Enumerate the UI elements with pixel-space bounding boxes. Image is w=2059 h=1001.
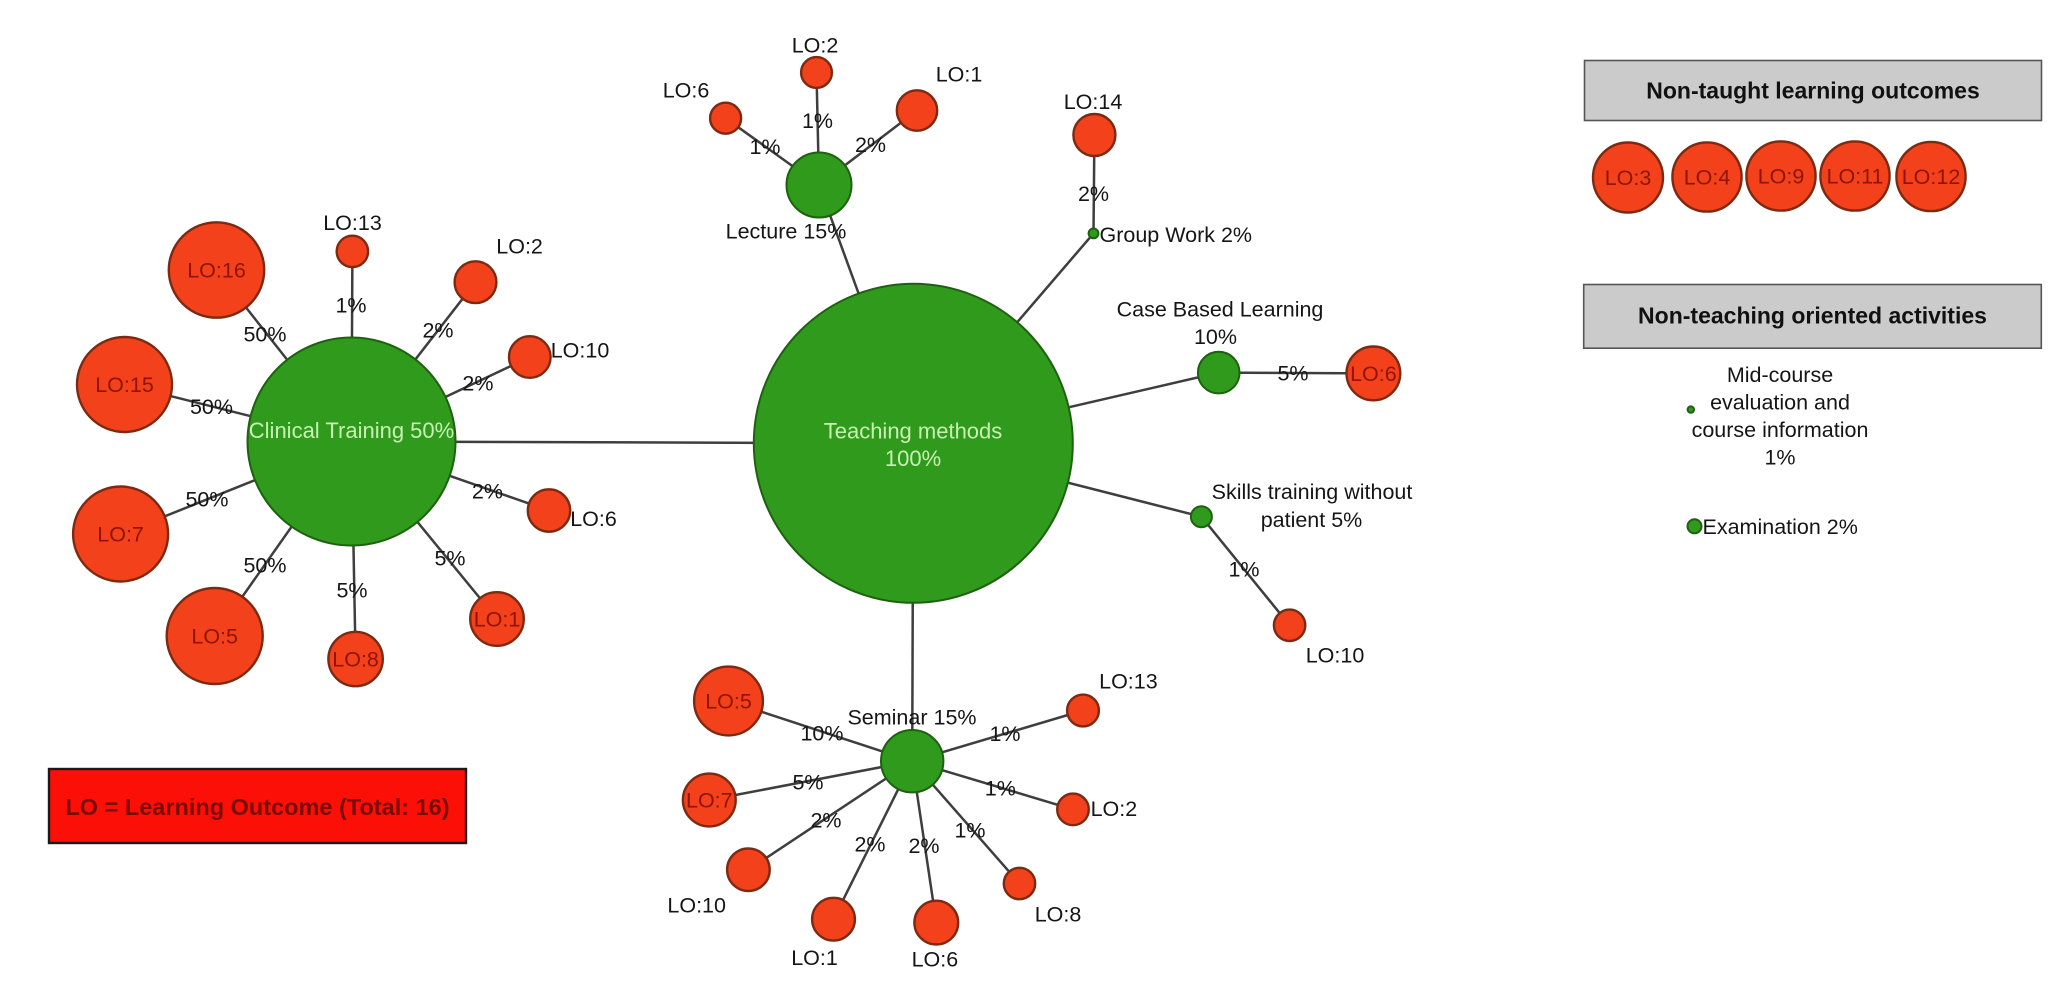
svg-text:2%: 2% <box>422 319 453 343</box>
svg-text:LO:11: LO:11 <box>1827 165 1884 189</box>
svg-text:5%: 5% <box>792 771 823 795</box>
svg-text:LO:2: LO:2 <box>1091 797 1138 821</box>
svg-text:LO:10: LO:10 <box>1306 644 1365 668</box>
svg-text:course information: course information <box>1692 418 1869 442</box>
svg-text:Non-taught learning outcomes: Non-taught learning outcomes <box>1646 78 1980 104</box>
svg-text:LO:13: LO:13 <box>323 211 382 235</box>
svg-text:1%: 1% <box>1764 446 1795 470</box>
svg-text:1%: 1% <box>749 135 780 159</box>
svg-text:LO:10: LO:10 <box>667 893 726 917</box>
svg-text:2%: 2% <box>810 809 841 833</box>
svg-text:2%: 2% <box>462 371 493 395</box>
svg-text:Group Work 2%: Group Work 2% <box>1100 223 1253 247</box>
svg-text:2%: 2% <box>854 833 885 857</box>
svg-text:LO:2: LO:2 <box>496 235 543 259</box>
svg-text:LO:1: LO:1 <box>791 946 838 970</box>
svg-text:2%: 2% <box>855 133 886 157</box>
svg-text:evaluation and: evaluation and <box>1710 391 1850 415</box>
svg-text:LO:8: LO:8 <box>1035 903 1082 927</box>
svg-text:50%: 50% <box>243 554 286 578</box>
svg-text:LO:6: LO:6 <box>912 948 959 972</box>
svg-text:LO:15: LO:15 <box>95 373 154 397</box>
svg-text:LO = Learning Outcome (Total:: LO = Learning Outcome (Total: 16) <box>65 794 449 820</box>
svg-text:LO:16: LO:16 <box>187 259 246 283</box>
svg-text:Lecture 15%: Lecture 15% <box>726 220 847 244</box>
svg-text:50%: 50% <box>185 488 228 512</box>
svg-text:LO:1: LO:1 <box>474 608 521 632</box>
svg-text:LO:2: LO:2 <box>792 34 839 58</box>
svg-text:1%: 1% <box>335 294 366 318</box>
svg-text:LO:12: LO:12 <box>1902 165 1961 189</box>
svg-text:LO:9: LO:9 <box>1758 165 1805 189</box>
svg-text:2%: 2% <box>1078 182 1109 206</box>
svg-text:LO:7: LO:7 <box>686 789 733 813</box>
svg-text:50%: 50% <box>190 395 233 419</box>
svg-text:Skills training without: Skills training without <box>1212 480 1413 504</box>
svg-text:Mid-course: Mid-course <box>1727 363 1833 387</box>
svg-text:100%: 100% <box>885 446 941 471</box>
svg-text:patient 5%: patient 5% <box>1261 508 1363 532</box>
svg-text:50%: 50% <box>243 323 286 347</box>
svg-text:LO:7: LO:7 <box>97 523 144 547</box>
svg-text:5%: 5% <box>336 579 367 603</box>
svg-text:Non-teaching oriented activiti: Non-teaching oriented activities <box>1638 303 1987 329</box>
svg-text:1%: 1% <box>954 819 985 843</box>
svg-text:1%: 1% <box>1228 558 1259 582</box>
svg-text:Seminar 15%: Seminar 15% <box>847 706 976 730</box>
svg-text:5%: 5% <box>1277 362 1308 386</box>
svg-text:LO:13: LO:13 <box>1099 670 1158 694</box>
svg-text:LO:6: LO:6 <box>663 79 710 103</box>
svg-text:LO:8: LO:8 <box>332 648 379 672</box>
svg-text:LO:10: LO:10 <box>551 339 610 363</box>
svg-text:1%: 1% <box>985 777 1016 801</box>
svg-text:2%: 2% <box>908 834 939 858</box>
svg-text:Teaching methods: Teaching methods <box>824 419 1003 444</box>
svg-text:LO:4: LO:4 <box>1684 166 1731 190</box>
svg-text:LO:1: LO:1 <box>936 63 983 87</box>
svg-text:LO:6: LO:6 <box>570 507 617 531</box>
svg-text:Case Based Learning: Case Based Learning <box>1117 298 1324 322</box>
svg-text:LO:6: LO:6 <box>1350 362 1397 386</box>
svg-text:LO:5: LO:5 <box>191 625 238 649</box>
svg-text:LO:3: LO:3 <box>1605 166 1652 190</box>
svg-text:2%: 2% <box>472 480 503 504</box>
svg-text:LO:5: LO:5 <box>705 690 752 714</box>
svg-text:10%: 10% <box>1194 325 1237 349</box>
svg-text:5%: 5% <box>434 547 465 571</box>
svg-text:Clinical Training 50%: Clinical Training 50% <box>249 418 454 443</box>
svg-text:1%: 1% <box>802 109 833 133</box>
svg-text:1%: 1% <box>989 722 1020 746</box>
svg-text:Examination 2%: Examination 2% <box>1703 515 1858 539</box>
svg-text:10%: 10% <box>800 722 843 746</box>
svg-text:LO:14: LO:14 <box>1064 90 1123 114</box>
